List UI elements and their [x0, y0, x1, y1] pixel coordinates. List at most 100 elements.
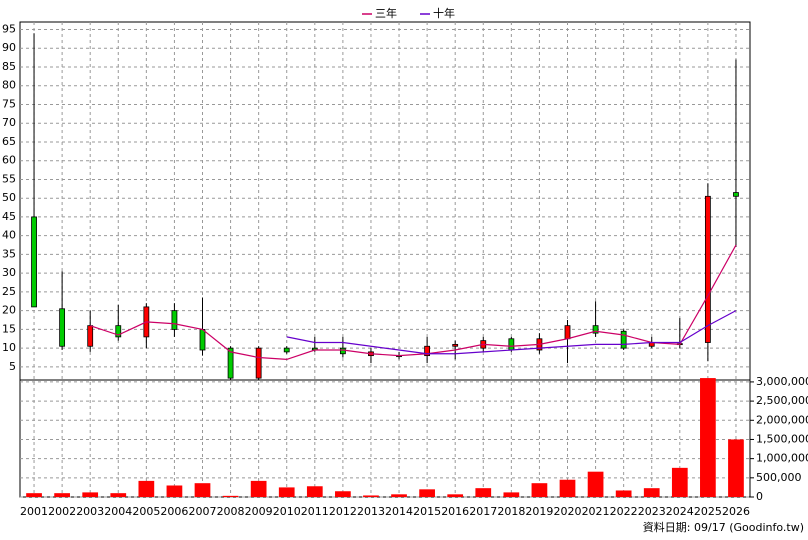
- x-tick-label: 2005: [132, 505, 160, 518]
- x-tick-label: 2003: [76, 505, 104, 518]
- candle-body: [704, 195, 711, 343]
- y-tick-label: 30: [2, 266, 16, 279]
- x-tick-label: 2011: [301, 505, 329, 518]
- candle-body: [115, 325, 122, 338]
- candle-body: [283, 347, 290, 353]
- legend-label: 三年: [375, 6, 397, 20]
- x-tick-label: 2025: [694, 505, 722, 518]
- volume-bar: [671, 467, 688, 497]
- volume-bar: [194, 483, 211, 497]
- ma-line: [286, 310, 737, 355]
- candle-body: [255, 347, 262, 379]
- candle-body: [564, 325, 571, 340]
- y-tick-label: 70: [2, 116, 16, 129]
- volume-bar: [419, 489, 435, 497]
- y-tick-label: 45: [2, 210, 16, 223]
- x-tick-label: 2012: [329, 505, 357, 518]
- volume-bar: [166, 485, 183, 497]
- y-tick-label: 35: [2, 247, 16, 260]
- candle-body: [339, 347, 346, 355]
- candle-body: [199, 328, 206, 351]
- volume-bar: [728, 439, 744, 497]
- y-tick-label: 80: [2, 79, 16, 92]
- x-tick-label: 2017: [469, 505, 497, 518]
- volume-bar: [391, 494, 407, 497]
- y-tick-label: 15: [2, 322, 16, 335]
- x-tick-label: 2021: [582, 505, 610, 518]
- candle-body: [59, 308, 66, 347]
- volume-bar: [26, 493, 42, 497]
- x-tick-label: 2018: [497, 505, 525, 518]
- volume-bar: [278, 487, 295, 497]
- volume-bar: [335, 491, 351, 497]
- ma-line: [90, 244, 737, 360]
- x-tick-label: 2006: [160, 505, 188, 518]
- volume-bar: [82, 492, 99, 497]
- x-tick-label: 2001: [20, 505, 48, 518]
- candle-body: [733, 192, 739, 197]
- x-tick-label: 2026: [722, 505, 750, 518]
- candle-body: [424, 345, 431, 357]
- x-tick-label: 2007: [189, 505, 217, 518]
- x-tick-label: 2010: [273, 505, 301, 518]
- volume-bar: [643, 488, 660, 497]
- source-note: 資料日期: 09/17 (Goodinfo.tw): [643, 520, 804, 534]
- y-tick-label: 95: [2, 22, 16, 35]
- y2-tick-label: 0: [756, 490, 763, 503]
- y2-tick-label: 2,000,000: [756, 413, 808, 426]
- y-tick-label: 5: [9, 360, 16, 373]
- x-tick-label: 2009: [245, 505, 273, 518]
- y2-tick-label: 500,000: [756, 471, 802, 484]
- volume-bar: [559, 479, 576, 497]
- volume-bar: [700, 378, 716, 497]
- candle-body: [227, 347, 234, 379]
- y-tick-label: 55: [2, 172, 16, 185]
- y-tick-label: 65: [2, 135, 16, 148]
- y-tick-label: 50: [2, 191, 16, 204]
- candle-body: [87, 325, 94, 347]
- candle-body: [508, 338, 515, 351]
- x-tick-label: 2016: [441, 505, 469, 518]
- volume-bar: [222, 495, 239, 497]
- y-tick-label: 10: [2, 341, 16, 354]
- candle-body: [171, 310, 178, 330]
- volume-bar: [475, 488, 492, 497]
- x-tick-label: 2020: [554, 505, 582, 518]
- volume-bar: [363, 495, 379, 497]
- candle-body: [31, 216, 37, 308]
- x-tick-label: 2013: [357, 505, 385, 518]
- volume-bar: [531, 483, 548, 497]
- x-tick-label: 2004: [104, 505, 132, 518]
- volume-bar: [447, 494, 464, 497]
- candle-body: [452, 343, 459, 347]
- volume-bar: [503, 492, 520, 497]
- volume-bar: [250, 480, 267, 497]
- plot-frame: [19, 21, 751, 498]
- volume-bar: [54, 493, 70, 497]
- x-tick-label: 2019: [525, 505, 553, 518]
- volume-bar: [306, 486, 323, 497]
- y2-tick-label: 1,500,000: [756, 432, 808, 445]
- x-tick-label: 2002: [48, 505, 76, 518]
- volume-bar: [587, 471, 604, 497]
- y2-tick-label: 1,000,000: [756, 452, 808, 465]
- volume-bar: [138, 480, 155, 497]
- x-tick-label: 2015: [413, 505, 441, 518]
- y-tick-label: 85: [2, 60, 16, 73]
- candle-body: [592, 325, 599, 334]
- x-tick-label: 2023: [638, 505, 666, 518]
- y-tick-label: 90: [2, 41, 16, 54]
- y-tick-label: 60: [2, 154, 16, 167]
- x-tick-label: 2008: [217, 505, 245, 518]
- x-tick-label: 2024: [666, 505, 694, 518]
- x-tick-label: 2022: [610, 505, 638, 518]
- y2-tick-label: 2,500,000: [756, 394, 808, 407]
- y-tick-label: 25: [2, 285, 16, 298]
- volume-bar: [615, 490, 632, 497]
- y-tick-label: 20: [2, 304, 16, 317]
- y2-tick-label: 3,000,000: [756, 375, 808, 388]
- legend-label: 十年: [433, 6, 455, 20]
- y-tick-label: 75: [2, 97, 16, 110]
- candle-body: [620, 330, 627, 349]
